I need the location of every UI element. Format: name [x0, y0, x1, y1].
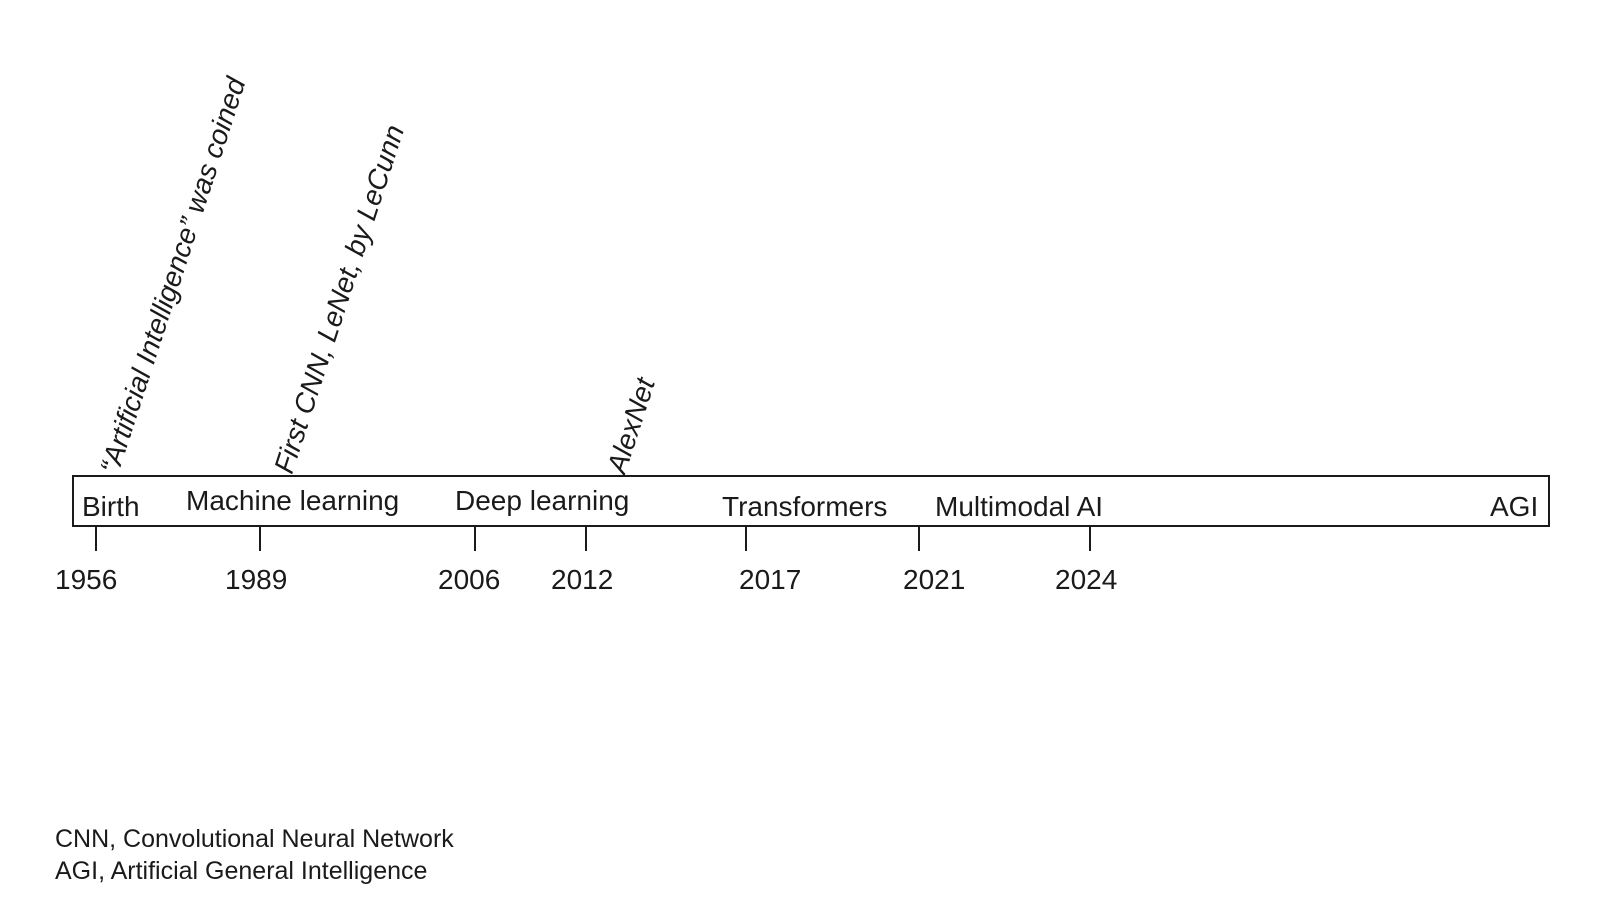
year-label-2024: 2024	[1055, 564, 1118, 595]
year-label-1956: 1956	[55, 564, 118, 595]
footnote-cnn: CNN, Convolutional Neural Network	[55, 825, 454, 853]
year-label-2006: 2006	[438, 564, 501, 595]
era-label-deep-learning: Deep learning	[455, 485, 630, 516]
year-label-2012: 2012	[551, 564, 614, 595]
era-label-machine-learning: Machine learning	[186, 485, 400, 516]
annotation-ai-coined: “Artificial Intelligence” was coined	[94, 73, 252, 477]
era-label-multimodal-ai: Multimodal AI	[935, 491, 1104, 522]
tick-2017	[745, 527, 747, 551]
year-label-2021: 2021	[903, 564, 966, 595]
era-label-transformers: Transformers	[722, 491, 888, 522]
tick-2021	[918, 527, 920, 551]
tick-1989	[259, 527, 261, 551]
tick-2012	[585, 527, 587, 551]
tick-1956	[95, 527, 97, 551]
era-label-agi: AGI	[1490, 491, 1539, 522]
footnote-agi: AGI, Artificial General Intelligence	[55, 857, 428, 885]
annotation-alexnet: AlexNet	[601, 374, 661, 477]
year-label-1989: 1989	[225, 564, 288, 595]
timeline-bar	[72, 475, 1550, 527]
tick-2024	[1089, 527, 1091, 551]
era-label-birth: Birth	[82, 491, 140, 522]
year-label-2017: 2017	[739, 564, 802, 595]
tick-2006	[474, 527, 476, 551]
annotation-first-cnn: First CNN, LeNet, by LeCunn	[268, 121, 411, 477]
